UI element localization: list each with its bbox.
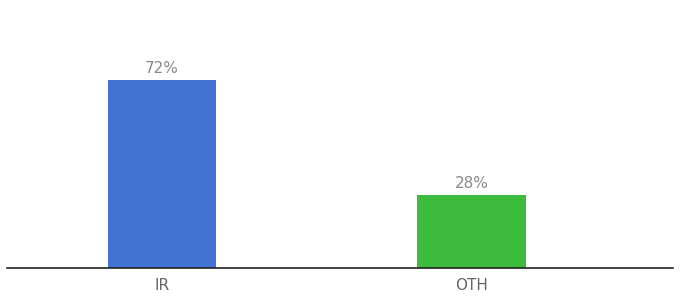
Text: 28%: 28%: [455, 176, 489, 191]
Bar: [418, 195, 526, 268]
Bar: [107, 80, 216, 268]
Text: 72%: 72%: [145, 61, 179, 76]
